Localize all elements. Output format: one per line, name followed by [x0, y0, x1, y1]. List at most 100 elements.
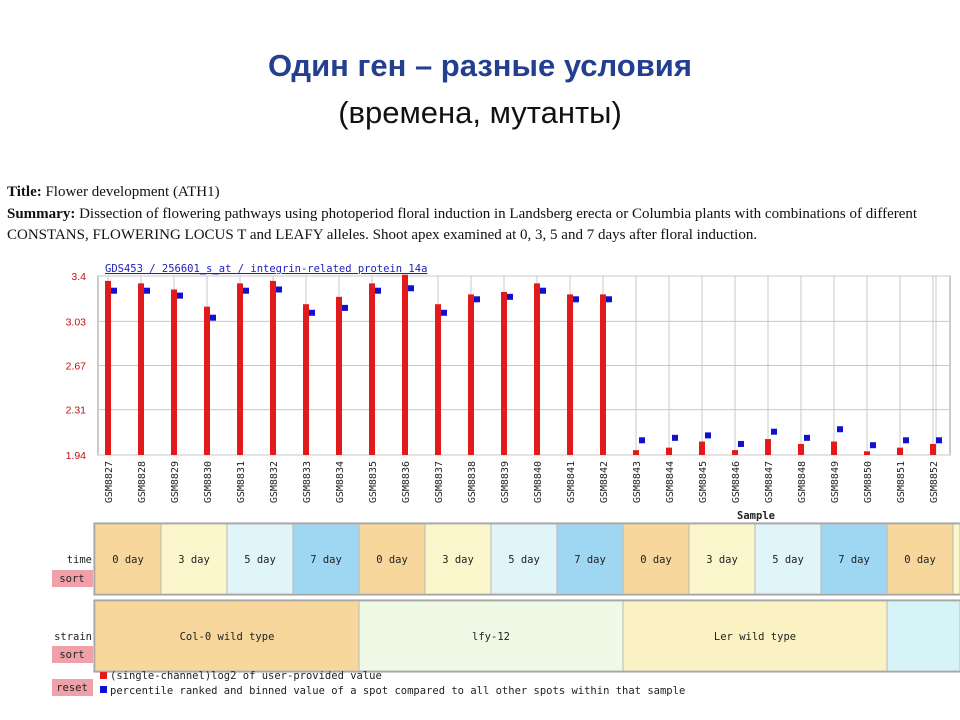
bar[interactable] [930, 443, 936, 455]
percentile-marker[interactable] [771, 428, 777, 435]
x-axis-label: Sample [737, 510, 775, 522]
percentile-marker[interactable] [540, 287, 546, 294]
x-tick-label[interactable]: GSM8842 [599, 461, 610, 503]
x-tick-label[interactable]: GSM8850 [863, 461, 874, 503]
percentile-marker[interactable] [474, 296, 480, 303]
bar[interactable] [237, 283, 243, 455]
x-tick-label[interactable]: GSM8827 [104, 461, 115, 503]
percentile-marker[interactable] [870, 442, 876, 449]
time-cell[interactable] [688, 523, 756, 595]
x-tick-label[interactable]: GSM8840 [533, 461, 544, 503]
percentile-marker[interactable] [342, 304, 348, 311]
time-cell[interactable] [94, 523, 162, 595]
time-cell[interactable] [622, 523, 690, 595]
percentile-marker[interactable] [177, 292, 183, 299]
percentile-marker[interactable] [837, 426, 843, 433]
percentile-marker[interactable] [243, 287, 249, 294]
bar[interactable] [534, 283, 540, 455]
x-tick-label[interactable]: GSM8843 [632, 461, 643, 503]
strain-cell[interactable] [886, 600, 960, 672]
percentile-marker[interactable] [507, 293, 513, 300]
x-tick-label[interactable]: GSM8847 [764, 461, 775, 503]
x-tick-label[interactable]: GSM8851 [896, 461, 907, 503]
bar[interactable] [666, 447, 672, 455]
percentile-marker[interactable] [738, 440, 744, 447]
percentile-marker[interactable] [375, 287, 381, 294]
sort-strain-button[interactable]: sort [52, 646, 93, 663]
bar[interactable] [435, 304, 441, 455]
percentile-marker[interactable] [210, 314, 216, 321]
percentile-marker[interactable] [441, 309, 447, 316]
bar[interactable] [204, 306, 210, 455]
x-tick-label[interactable]: GSM8835 [368, 461, 379, 503]
percentile-marker[interactable] [639, 437, 645, 444]
bar[interactable] [732, 450, 738, 455]
x-tick-label[interactable]: GSM8844 [665, 461, 676, 503]
x-tick-label[interactable]: GSM8841 [566, 461, 577, 503]
reset-button[interactable]: reset [52, 679, 93, 696]
percentile-marker[interactable] [672, 434, 678, 441]
x-tick-label[interactable]: GSM8849 [830, 461, 841, 503]
percentile-marker[interactable] [573, 296, 579, 303]
time-cell[interactable] [226, 523, 294, 595]
time-cell[interactable] [358, 523, 426, 595]
bar[interactable] [897, 447, 903, 455]
bar[interactable] [501, 291, 507, 455]
bar[interactable] [864, 451, 870, 455]
x-tick-label[interactable]: GSM8833 [302, 461, 313, 503]
x-tick-label[interactable]: GSM8852 [929, 461, 940, 503]
bar[interactable] [270, 280, 276, 455]
bar[interactable] [468, 294, 474, 455]
bar[interactable] [138, 283, 144, 455]
x-tick-label[interactable]: GSM8836 [401, 461, 412, 503]
time-cell[interactable] [160, 523, 228, 595]
percentile-marker[interactable] [705, 432, 711, 439]
percentile-marker[interactable] [936, 437, 942, 444]
bar[interactable] [567, 294, 573, 455]
bar[interactable] [633, 450, 639, 455]
bar[interactable] [699, 441, 705, 455]
x-tick-label[interactable]: GSM8846 [731, 461, 742, 503]
x-tick-label[interactable]: GSM8831 [236, 461, 247, 503]
percentile-marker[interactable] [111, 287, 117, 294]
percentile-marker[interactable] [903, 437, 909, 444]
percentile-marker[interactable] [144, 287, 150, 294]
bar[interactable] [402, 274, 408, 455]
x-tick-label[interactable]: GSM8838 [467, 461, 478, 503]
time-cell[interactable] [820, 523, 888, 595]
x-tick-label[interactable]: GSM8839 [500, 461, 511, 503]
sort-time-button[interactable]: sort [52, 570, 93, 587]
percentile-marker[interactable] [408, 285, 414, 292]
time-cell[interactable] [424, 523, 492, 595]
x-tick-label[interactable]: GSM8829 [170, 461, 181, 503]
bar[interactable] [831, 441, 837, 455]
time-cell[interactable] [886, 523, 954, 595]
x-tick-label[interactable]: GSM8848 [797, 461, 808, 503]
x-tick-label[interactable]: GSM8845 [698, 461, 709, 503]
strain-cell[interactable] [622, 600, 888, 672]
bar[interactable] [798, 443, 804, 455]
bar[interactable] [105, 280, 111, 455]
bar[interactable] [600, 294, 606, 455]
percentile-marker[interactable] [804, 434, 810, 441]
bar[interactable] [303, 304, 309, 455]
time-cell[interactable] [490, 523, 558, 595]
x-tick-label[interactable]: GSM8834 [335, 461, 346, 503]
bar[interactable] [369, 283, 375, 455]
x-tick-label[interactable]: GSM8828 [137, 461, 148, 503]
chart-title[interactable]: GDS453 / 256601_s_at / integrin-related … [105, 263, 427, 275]
time-cell[interactable] [952, 523, 960, 595]
strain-cell[interactable] [358, 600, 624, 672]
time-cell[interactable] [556, 523, 624, 595]
bar[interactable] [336, 296, 342, 455]
percentile-marker[interactable] [309, 309, 315, 316]
bar[interactable] [171, 289, 177, 455]
x-tick-label[interactable]: GSM8830 [203, 461, 214, 503]
time-row-label: time [67, 554, 92, 566]
percentile-marker[interactable] [276, 286, 282, 293]
x-tick-label[interactable]: GSM8837 [434, 461, 445, 503]
time-cell[interactable] [292, 523, 360, 595]
x-tick-label[interactable]: GSM8832 [269, 461, 280, 503]
percentile-marker[interactable] [606, 296, 612, 303]
bar[interactable] [765, 439, 771, 455]
